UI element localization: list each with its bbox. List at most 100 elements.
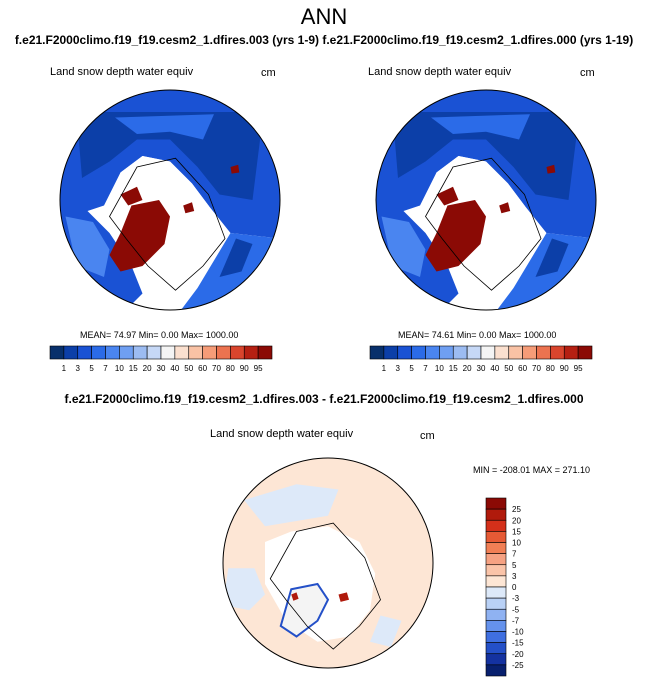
panel3-diff-north-america bbox=[223, 568, 265, 611]
panel2-map-border bbox=[375, 89, 597, 311]
panel1-greenland-ice bbox=[109, 200, 170, 272]
page-title: ANN bbox=[300, 4, 348, 29]
difference-colorbar-swatch-12 bbox=[485, 631, 507, 643]
panel2-colorbar-swatch-5 bbox=[439, 345, 454, 360]
panel2-arctic-islands-ice bbox=[436, 186, 459, 206]
difference-colorbar: 25 20 15 10 7 5 3 0 -3 -5 -7 -10 -15 -20 -25 bbox=[485, 497, 524, 677]
panel1-colorbar-tick-4: 10 bbox=[115, 364, 124, 373]
difference-colorbar-swatch-13 bbox=[485, 642, 507, 655]
panel2-colorbar-swatch-0 bbox=[369, 345, 385, 360]
panel2-colorbar-swatch-2 bbox=[397, 345, 412, 360]
panel1-coastline bbox=[109, 157, 226, 291]
difference-colorbar-tick-12: -15 bbox=[512, 639, 524, 648]
panel2-colorbar-tick-7: 30 bbox=[477, 364, 486, 373]
panel2-colorbar-swatch-6 bbox=[452, 345, 468, 360]
panel3-coastline bbox=[269, 522, 381, 650]
panel2-colorbar-swatch-4 bbox=[425, 345, 440, 360]
panel3-diff-europe bbox=[370, 615, 402, 647]
difference-colorbar-tick-5: 5 bbox=[512, 561, 517, 570]
panel1-map bbox=[59, 89, 281, 311]
panel2-snow-asia-south bbox=[431, 114, 530, 140]
panel2-colorbar-tick-10: 60 bbox=[518, 364, 527, 373]
panel2-colorbar-tick-6: 20 bbox=[463, 364, 472, 373]
panel2-greenland-ice bbox=[425, 200, 486, 272]
difference-colorbar-swatch-15 bbox=[485, 664, 507, 677]
panel1-snow-siberia bbox=[76, 112, 264, 200]
difference-colorbar-tick-0: 25 bbox=[512, 505, 521, 514]
panel1-colorbar-tick-8: 40 bbox=[170, 364, 179, 373]
panel1-stats: MEAN= 74.97 Min= 0.00 Max= 1000.00 bbox=[80, 330, 239, 340]
panel2-colorbar-tick-12: 80 bbox=[546, 364, 555, 373]
panel2-colorbar-swatch-8 bbox=[480, 345, 496, 360]
panel2-colorbar-swatch-1 bbox=[383, 345, 399, 360]
panel3-diff-greenland-pos bbox=[291, 592, 299, 601]
panel1-colorbar-tick-6: 20 bbox=[143, 364, 152, 373]
panel1-colorbar-swatch-1 bbox=[63, 345, 79, 360]
panel1-colorbar-tick-12: 80 bbox=[226, 364, 235, 373]
panel2-colorbar-tick-3: 7 bbox=[423, 364, 428, 373]
case-title: f.e21.F2000climo.f19_f19.cesm2_1.dfires.… bbox=[14, 33, 634, 47]
panel1-snow-asia-south bbox=[115, 114, 214, 140]
difference-map bbox=[222, 457, 434, 669]
difference-colorbar-swatch-11 bbox=[485, 620, 507, 632]
difference-colorbar-swatch-3 bbox=[485, 531, 507, 543]
panel2-colorbar: 1 3 5 7 10 15 20 30 40 50 60 70 80 90 95 bbox=[369, 345, 593, 373]
difference-title: f.e21.F2000climo.f19_f19.cesm2_1.dfires.… bbox=[64, 392, 584, 406]
panel1-colorbar-swatch-9 bbox=[174, 345, 190, 360]
difference-colorbar-swatch-6 bbox=[485, 564, 507, 577]
panel1-colorbar-tick-0: 1 bbox=[62, 364, 67, 373]
difference-colorbar-swatch-5 bbox=[485, 553, 507, 566]
difference-colorbar-swatch-0 bbox=[485, 497, 507, 510]
panel1-colorbar-tick-14: 95 bbox=[254, 364, 263, 373]
panel2-colorbar-tick-0: 1 bbox=[382, 364, 387, 373]
panel1-colorbar-tick-5: 15 bbox=[129, 364, 138, 373]
difference-colorbar-swatch-9 bbox=[485, 597, 507, 610]
panel2-map bbox=[375, 89, 597, 311]
panel2-stats: MEAN= 74.61 Min= 0.00 Max= 1000.00 bbox=[398, 330, 557, 340]
panel1-colorbar-swatch-15 bbox=[257, 345, 273, 360]
panel2-colorbar-swatch-13 bbox=[550, 345, 565, 360]
panel1-colorbar-tick-10: 60 bbox=[198, 364, 207, 373]
panel1-colorbar-swatch-0 bbox=[49, 345, 65, 360]
panel1-colorbar-tick-7: 30 bbox=[157, 364, 166, 373]
panel1-variable-label: Land snow depth water equiv bbox=[50, 66, 194, 78]
panel1-arctic-islands-ice bbox=[120, 186, 143, 206]
panel1-colorbar-tick-3: 7 bbox=[103, 364, 108, 373]
panel1-colorbar-swatch-14 bbox=[243, 345, 259, 360]
panel2-colorbar-tick-11: 70 bbox=[532, 364, 541, 373]
difference-colorbar-tick-9: -5 bbox=[512, 605, 520, 614]
panel1-franz-josef-ice bbox=[230, 164, 240, 174]
panel2-colorbar-swatch-7 bbox=[466, 345, 482, 360]
panel3-diff-siberia bbox=[244, 484, 339, 527]
panel1-colorbar-tick-1: 3 bbox=[76, 364, 81, 373]
panel1-colorbar-swatch-2 bbox=[77, 345, 92, 360]
difference-colorbar-tick-6: 3 bbox=[512, 572, 517, 581]
panel2-svalbard-ice bbox=[499, 202, 511, 214]
panel1-colorbar-swatch-6 bbox=[132, 345, 148, 360]
panel1-colorbar-tick-9: 50 bbox=[184, 364, 193, 373]
difference-colorbar-tick-14: -25 bbox=[512, 661, 524, 670]
panel2-colorbar-tick-9: 50 bbox=[504, 364, 513, 373]
difference-colorbar-swatch-8 bbox=[485, 586, 507, 599]
panel1-colorbar-tick-13: 90 bbox=[240, 364, 249, 373]
panel1-units-label: cm bbox=[261, 67, 276, 79]
difference-colorbar-swatch-2 bbox=[485, 519, 507, 532]
difference-colorbar-tick-4: 7 bbox=[512, 550, 517, 559]
panel2-snow-scandinavia bbox=[535, 238, 569, 277]
difference-colorbar-tick-1: 20 bbox=[512, 516, 521, 525]
panel2-colorbar-swatch-9 bbox=[494, 345, 510, 360]
panel1-colorbar-swatch-5 bbox=[119, 345, 134, 360]
difference-colorbar-tick-11: -10 bbox=[512, 628, 524, 637]
difference-colorbar-tick-8: -3 bbox=[512, 594, 520, 603]
panel2-colorbar-tick-5: 15 bbox=[449, 364, 458, 373]
difference-colorbar-tick-13: -20 bbox=[512, 650, 524, 659]
panel2-colorbar-swatch-10 bbox=[508, 345, 523, 360]
panel2-colorbar-tick-4: 10 bbox=[435, 364, 444, 373]
difference-colorbar-tick-10: -7 bbox=[512, 616, 520, 625]
panel1-svalbard-ice bbox=[183, 202, 195, 214]
difference-colorbar-swatch-14 bbox=[485, 653, 507, 666]
panel1-snow-scandinavia bbox=[219, 238, 253, 277]
panel3-variable-label: Land snow depth water equiv bbox=[210, 428, 354, 440]
panel1-colorbar-swatch-4 bbox=[105, 345, 120, 360]
panel2-coastline bbox=[425, 157, 542, 291]
